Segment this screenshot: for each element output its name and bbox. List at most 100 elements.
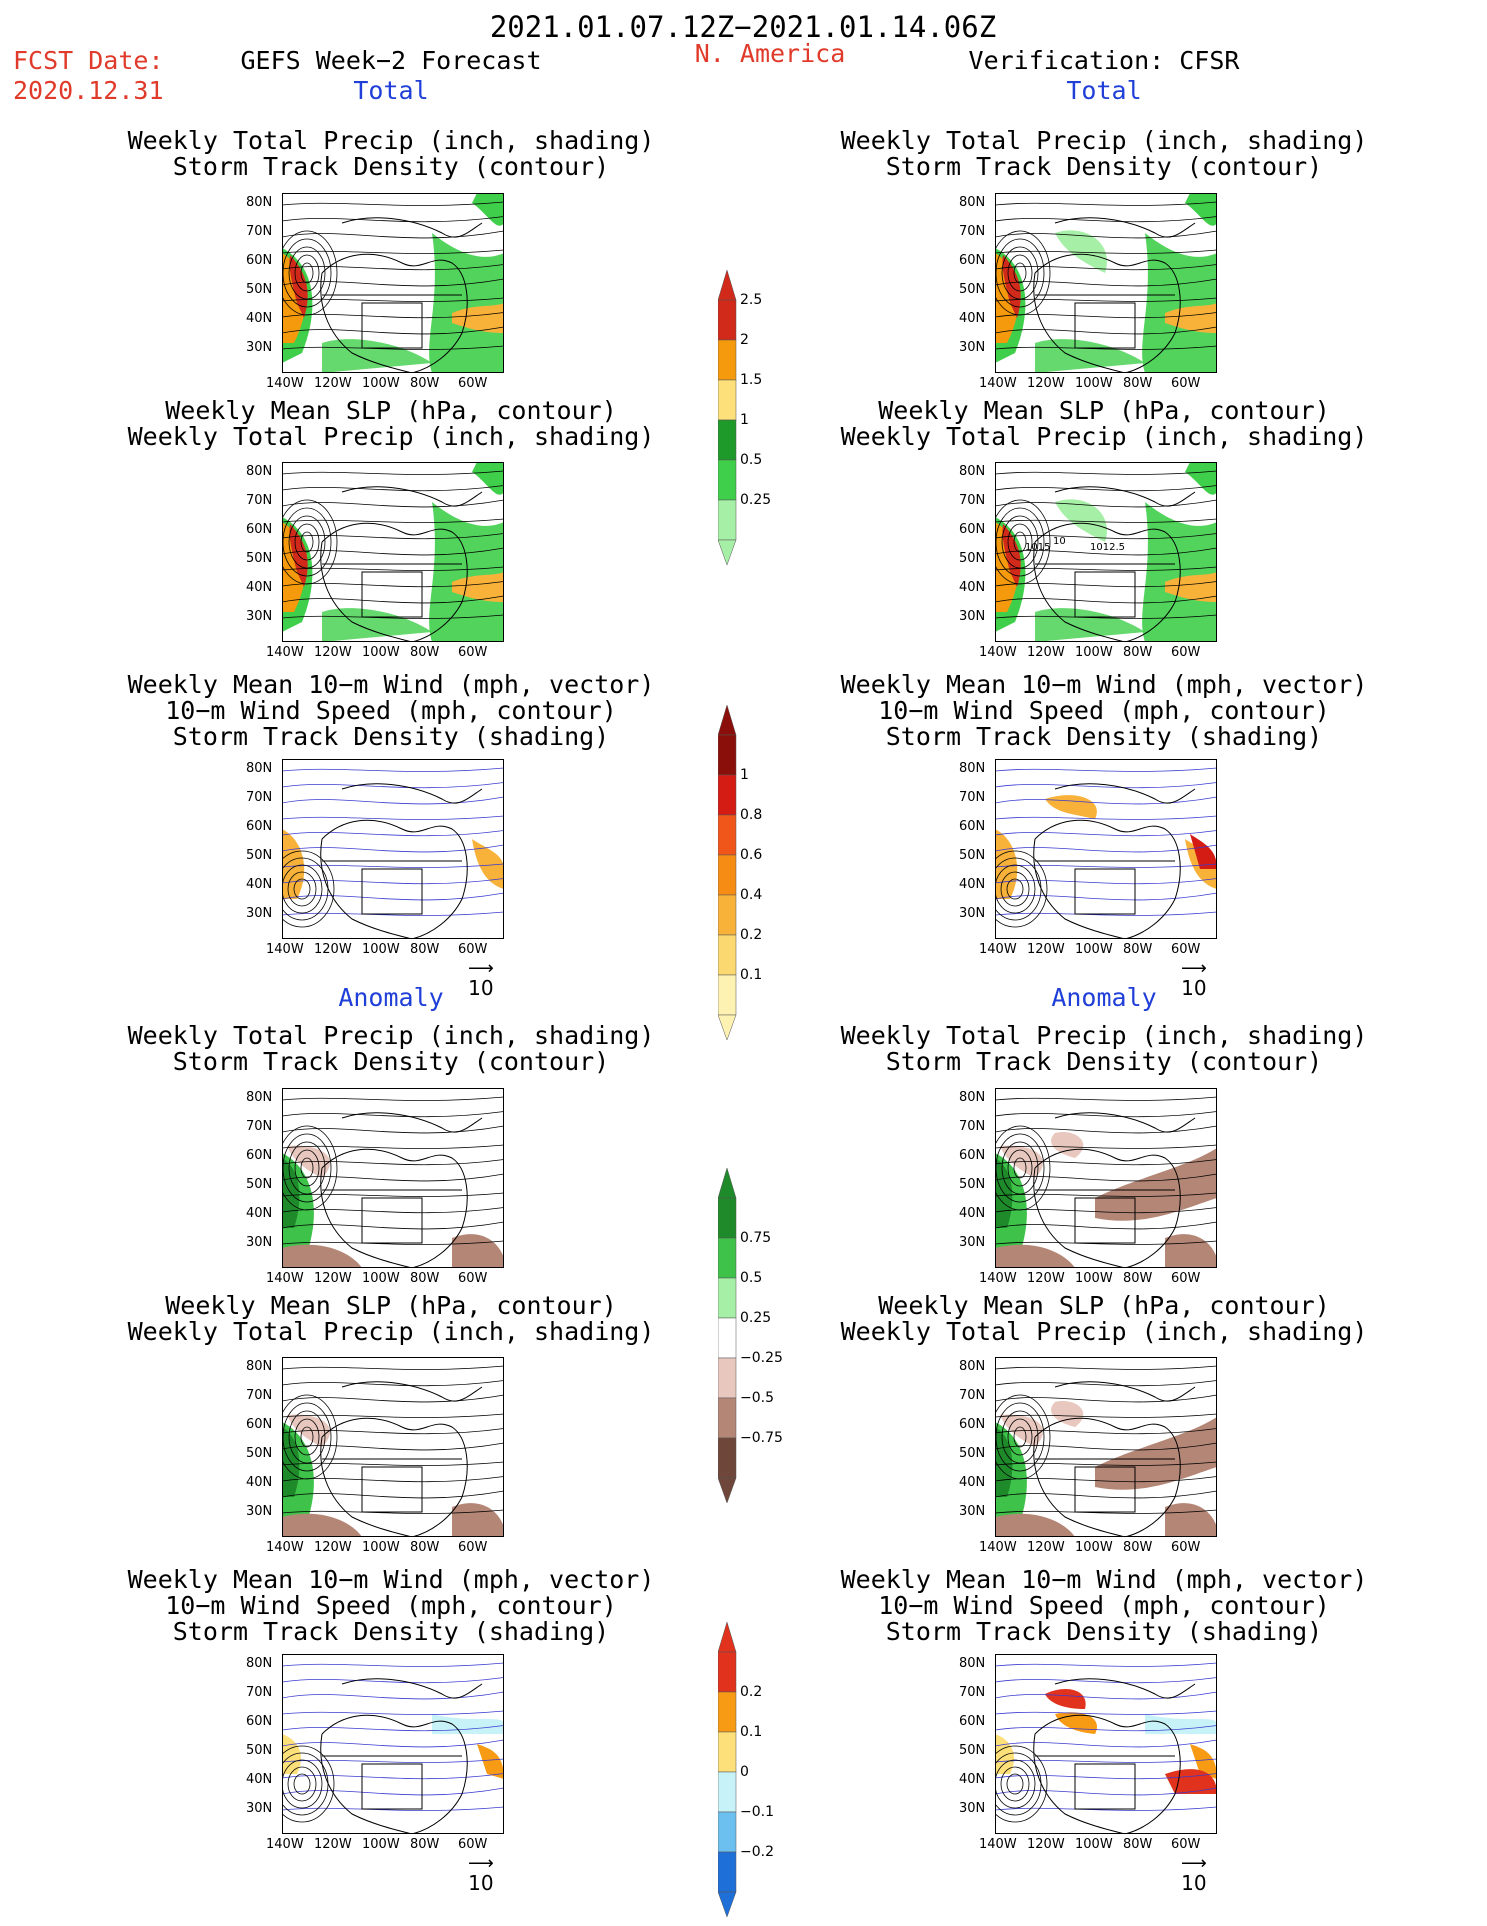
lon-tick-label: 140W xyxy=(979,1837,1017,1852)
panel-title-line: Weekly Mean 10−m Wind (mph, vector) xyxy=(127,1565,655,1594)
lat-tick-label: 70N xyxy=(246,224,273,239)
vector-ref-value: 10 xyxy=(468,976,494,1000)
lat-tick-label: 30N xyxy=(246,1504,273,1519)
lon-tick-label: 60W xyxy=(458,1837,488,1852)
forecast-map-panel xyxy=(282,193,504,373)
forecast-map-panel xyxy=(282,1088,504,1268)
lon-tick-label: 60W xyxy=(458,645,488,660)
vector-ref-arrow: ⟶ xyxy=(1181,958,1207,979)
panel-title-line: Weekly Mean 10−m Wind (mph, vector) xyxy=(127,670,655,699)
vector-reference: ⟶ 10 xyxy=(1181,958,1207,1001)
verification-map-panel: 1015 10 1012.5 xyxy=(995,462,1217,642)
forecast-map-panel xyxy=(282,759,504,939)
colorbar-label: −0.1 xyxy=(740,1804,774,1820)
lat-tick-label: 50N xyxy=(959,848,986,863)
colorbar-label: 0.5 xyxy=(740,452,763,468)
map-plot xyxy=(995,759,1217,939)
lat-tick-label: 80N xyxy=(246,195,273,210)
map-plot xyxy=(282,193,504,373)
lat-tick-label: 40N xyxy=(246,580,273,595)
lon-tick-label: 80W xyxy=(410,1271,440,1286)
region-label: N. America xyxy=(694,39,846,68)
colorbar-storm_total xyxy=(717,704,748,1049)
lat-tick-label: 30N xyxy=(246,609,273,624)
lat-tick-label: 50N xyxy=(246,1177,273,1192)
anomaly-label-right: Anomaly xyxy=(1051,983,1157,1012)
lon-tick-label: 120W xyxy=(1027,1271,1065,1286)
lon-tick-label: 120W xyxy=(1027,645,1065,660)
lon-tick-label: 140W xyxy=(266,1837,304,1852)
lat-tick-label: 40N xyxy=(246,1475,273,1490)
lon-tick-label: 120W xyxy=(1027,1540,1065,1555)
lat-tick-label: 70N xyxy=(246,1388,273,1403)
lon-tick-label: 100W xyxy=(1075,645,1113,660)
slp-contour-label: 10 xyxy=(1053,536,1066,547)
lat-tick-label: 80N xyxy=(246,1656,273,1671)
lon-tick-label: 60W xyxy=(458,1271,488,1286)
lon-tick-label: 100W xyxy=(1075,1540,1113,1555)
lat-tick-label: 30N xyxy=(959,1235,986,1250)
lat-tick-label: 50N xyxy=(246,551,273,566)
colorbar-label: 0.2 xyxy=(740,927,763,943)
colorbar-precip_anom xyxy=(717,1167,748,1512)
panel-title-line: 10−m Wind Speed (mph, contour) xyxy=(165,696,617,725)
verification-map-panel xyxy=(995,1088,1217,1268)
lat-tick-label: 50N xyxy=(246,1743,273,1758)
verification-title: Verification: CFSR xyxy=(968,46,1240,75)
map-plot xyxy=(282,462,504,642)
total-label-right: Total xyxy=(1066,76,1142,105)
valid-period-title: 2021.01.07.12Z−2021.01.14.06Z xyxy=(489,10,997,44)
colorbar-label: −0.75 xyxy=(740,1430,783,1446)
slp-contour-label: 1015 xyxy=(1025,542,1050,553)
vector-ref-arrow: ⟶ xyxy=(468,958,494,979)
colorbar-label: 0.2 xyxy=(740,1684,763,1700)
panel-title-line: Weekly Mean SLP (hPa, contour) xyxy=(165,396,617,425)
forecast-map-panel xyxy=(282,462,504,642)
vector-reference: ⟶ 10 xyxy=(1181,1855,1207,1896)
vector-reference: ⟶ 10 xyxy=(468,1855,494,1896)
colorbar-label: −0.2 xyxy=(740,1844,774,1860)
colorbar-label: 0.75 xyxy=(740,1230,772,1246)
slp-contour-label: 1012.5 xyxy=(1090,542,1125,553)
lon-tick-label: 140W xyxy=(266,1271,304,1286)
lat-tick-label: 80N xyxy=(246,1359,273,1374)
lat-tick-label: 60N xyxy=(959,1148,986,1163)
panel-title-line: 10−m Wind Speed (mph, contour) xyxy=(878,696,1330,725)
panel-title-line: Weekly Total Precip (inch, shading) xyxy=(840,1317,1368,1346)
lat-tick-label: 50N xyxy=(959,1743,986,1758)
panel-title-line: Weekly Total Precip (inch, shading) xyxy=(127,422,655,451)
lat-tick-label: 70N xyxy=(959,224,986,239)
lat-tick-label: 70N xyxy=(959,1119,986,1134)
panel-title-line: Weekly Total Precip (inch, shading) xyxy=(127,126,655,155)
lon-tick-label: 120W xyxy=(1027,376,1065,391)
lat-tick-label: 50N xyxy=(959,1446,986,1461)
lat-tick-label: 50N xyxy=(959,551,986,566)
lon-tick-label: 80W xyxy=(1123,645,1153,660)
colorbar-label: 1.5 xyxy=(740,372,763,388)
lon-tick-label: 80W xyxy=(1123,1271,1153,1286)
colorbar-label: −0.5 xyxy=(740,1390,774,1406)
colorbar-label: −0.25 xyxy=(740,1350,783,1366)
lat-tick-label: 60N xyxy=(246,253,273,268)
lon-tick-label: 60W xyxy=(458,1540,488,1555)
lon-tick-label: 120W xyxy=(314,1837,352,1852)
panel-title-line: Weekly Total Precip (inch, shading) xyxy=(127,1021,655,1050)
lon-tick-label: 100W xyxy=(362,942,400,957)
colorbar-label: 1 xyxy=(740,412,749,428)
panel-title-line: Weekly Mean 10−m Wind (mph, vector) xyxy=(840,1565,1368,1594)
map-plot xyxy=(995,193,1217,373)
lat-tick-label: 40N xyxy=(959,1206,986,1221)
lat-tick-label: 50N xyxy=(246,282,273,297)
lat-tick-label: 70N xyxy=(246,790,273,805)
lat-tick-label: 80N xyxy=(959,1656,986,1671)
lat-tick-label: 50N xyxy=(959,282,986,297)
lat-tick-label: 60N xyxy=(959,1417,986,1432)
panel-title-line: Storm Track Density (contour) xyxy=(172,152,610,181)
forecast-map-panel xyxy=(282,1357,504,1537)
panel-title-line: Storm Track Density (contour) xyxy=(885,152,1323,181)
lon-tick-label: 140W xyxy=(266,942,304,957)
lat-tick-label: 40N xyxy=(246,877,273,892)
lat-tick-label: 60N xyxy=(959,1714,986,1729)
lat-tick-label: 30N xyxy=(959,340,986,355)
